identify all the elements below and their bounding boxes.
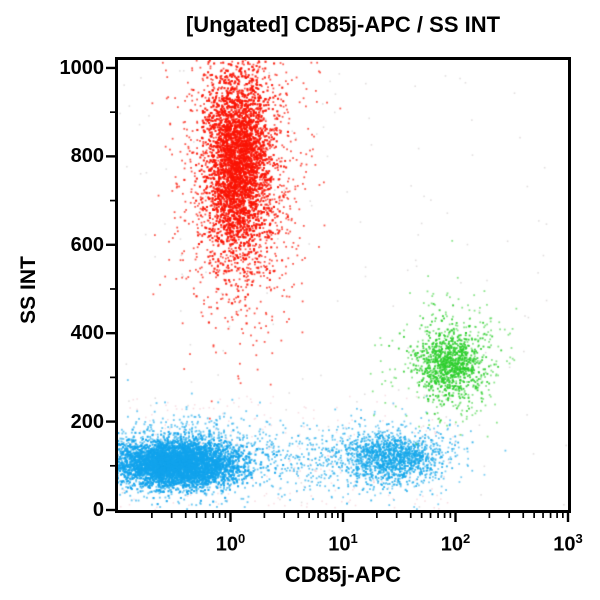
y-tick-label-400: 400	[70, 322, 104, 345]
chart-title: [Ungated] CD85j-APC / SS INT	[185, 12, 501, 37]
x-axis-label: CD85j-APC	[284, 562, 402, 587]
x-tick-label-10e1: 101	[328, 531, 358, 556]
plot-area	[115, 57, 571, 513]
y-tick-label-800: 800	[70, 145, 104, 168]
y-tick-label-0: 0	[92, 499, 104, 521]
y-tick-label-600: 600	[70, 233, 104, 256]
scatter-dots-canvas	[118, 60, 568, 510]
y-tick-label-1000: 1000	[59, 56, 105, 79]
y-tick-label-200: 200	[70, 410, 104, 433]
x-tick-label-10e0: 100	[215, 531, 246, 556]
x-tick-label-10e3: 103	[553, 531, 583, 556]
x-tick-label-10e2: 102	[440, 531, 471, 556]
y-axis-label: SS INT	[17, 256, 40, 324]
